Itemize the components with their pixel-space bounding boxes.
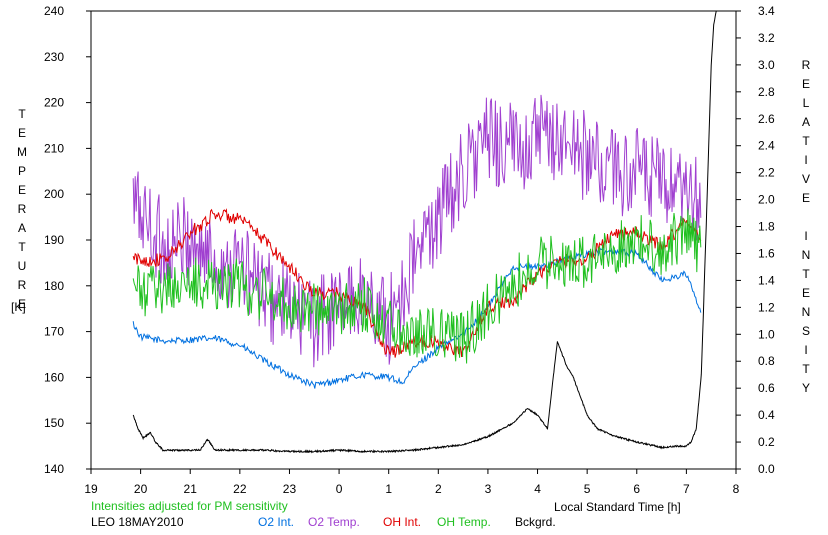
right-axis-tick-label: 3.4 xyxy=(758,4,775,18)
left-axis-tick-label: 220 xyxy=(44,96,64,110)
x-axis-tick-label: 0 xyxy=(336,482,343,496)
x-axis-tick-label: 1 xyxy=(385,482,392,496)
x-axis-label: Local Standard Time [h] xyxy=(554,500,681,514)
left-axis-tick-label: 180 xyxy=(44,279,64,293)
x-axis-tick-label: 19 xyxy=(84,482,98,496)
left-axis-unit: [K] xyxy=(11,300,26,314)
x-axis-tick-label: 6 xyxy=(633,482,640,496)
x-axis-tick-label: 5 xyxy=(584,482,591,496)
left-axis-tick-label: 150 xyxy=(44,416,64,430)
site-date-label: LEO 18MAY2010 xyxy=(91,515,184,529)
right-axis-tick-label: 1.6 xyxy=(758,246,775,260)
right-axis-tick-label: 2.4 xyxy=(758,139,775,153)
right-axis-tick-label: 1.8 xyxy=(758,220,775,234)
x-axis-tick-label: 4 xyxy=(534,482,541,496)
pm-sensitivity-note: Intensities adjusted for PM sensitivity xyxy=(91,499,288,513)
right-axis-tick-label: 1.4 xyxy=(758,273,775,287)
right-axis-tick-label: 3.0 xyxy=(758,58,775,72)
left-axis-tick-label: 140 xyxy=(44,462,64,476)
x-axis-tick-label: 22 xyxy=(233,482,247,496)
x-axis-tick-label: 3 xyxy=(485,482,492,496)
left-axis-tick-label: 240 xyxy=(44,4,64,18)
left-axis-tick-label: 190 xyxy=(44,233,64,247)
left-axis-tick-label: 210 xyxy=(44,141,64,155)
x-axis-tick-label: 2 xyxy=(435,482,442,496)
right-axis-tick-label: 2.8 xyxy=(758,85,775,99)
right-axis-tick-label: 0.6 xyxy=(758,381,775,395)
legend-o2-temp: O2 Temp. xyxy=(308,515,360,529)
series-line-o2-temp xyxy=(132,94,702,368)
right-axis-tick-label: 2.0 xyxy=(758,193,775,207)
legend-o2-int: O2 Int. xyxy=(258,515,295,529)
right-axis-tick-label: 1.0 xyxy=(758,327,775,341)
right-axis-tick-label: 1.2 xyxy=(758,300,775,314)
left-axis-tick-label: 170 xyxy=(44,325,64,339)
x-axis-tick-label: 8 xyxy=(733,482,740,496)
left-axis-tick-label: 230 xyxy=(44,50,64,64)
right-axis-tick-label: 0.8 xyxy=(758,354,775,368)
right-axis-tick-label: 2.6 xyxy=(758,112,775,126)
x-axis-tick-label: 7 xyxy=(683,482,690,496)
right-axis-tick-label: 0.2 xyxy=(758,435,775,449)
x-axis-tick-label: 23 xyxy=(283,482,297,496)
legend-bckgrd: Bckgrd. xyxy=(515,515,556,529)
legend-oh-temp: OH Temp. xyxy=(437,515,491,529)
right-axis-tick-label: 0.4 xyxy=(758,408,775,422)
right-axis-tick-label: 0.0 xyxy=(758,462,775,476)
left-axis-tick-label: 160 xyxy=(44,370,64,384)
right-axis-tick-label: 3.2 xyxy=(758,31,775,45)
series-line-bckgrd xyxy=(132,11,717,454)
legend-oh-int: OH Int. xyxy=(383,515,422,529)
left-axis-tick-label: 200 xyxy=(44,187,64,201)
x-axis-tick-label: 21 xyxy=(184,482,198,496)
x-axis-tick-label: 20 xyxy=(134,482,148,496)
right-axis-tick-label: 2.2 xyxy=(758,166,775,180)
series-line-oh-temp xyxy=(132,208,702,364)
